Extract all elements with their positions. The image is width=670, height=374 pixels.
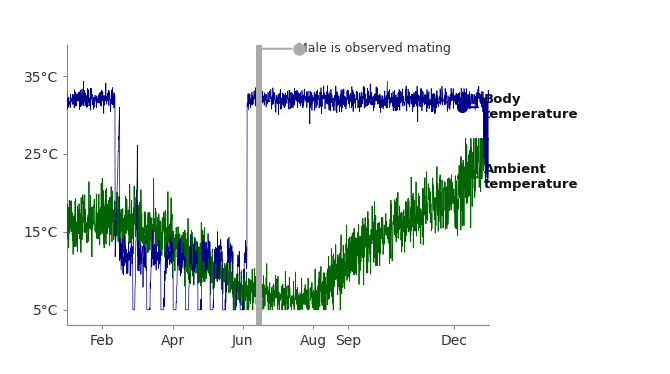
Text: Male is observed mating: Male is observed mating <box>262 42 451 55</box>
Text: Body
temperature: Body temperature <box>465 93 578 121</box>
Bar <box>257 45 262 325</box>
Text: Ambient
temperature: Ambient temperature <box>465 163 578 191</box>
